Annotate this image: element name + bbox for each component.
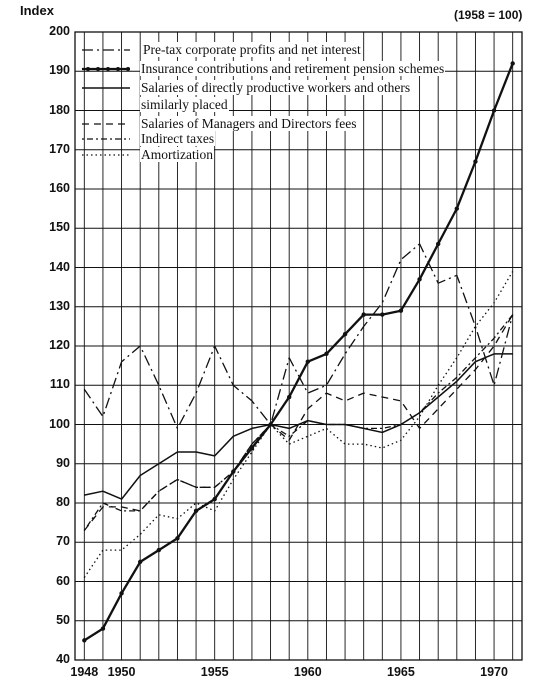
y-tick-label: 60 bbox=[56, 573, 70, 588]
series-2-point bbox=[324, 351, 329, 357]
series-line-2 bbox=[83, 62, 514, 642]
series-2-point bbox=[361, 312, 366, 317]
series-line-1 bbox=[83, 243, 514, 430]
y-tick-label: 70 bbox=[56, 534, 70, 549]
legend-swatch-dot bbox=[106, 67, 110, 71]
legend-entry-3: Salaries of directly productive workers … bbox=[140, 80, 412, 95]
series-2-point bbox=[491, 108, 497, 113]
legend-entry-5: Indirect taxes bbox=[140, 131, 216, 146]
series-lines bbox=[82, 61, 515, 643]
y-tick-label: 190 bbox=[49, 63, 70, 78]
y-tick-label: 170 bbox=[49, 141, 70, 156]
legend-swatch-dot bbox=[116, 67, 120, 71]
series-2-point bbox=[212, 496, 217, 502]
legend-entry-6: Amortization bbox=[140, 147, 214, 162]
series-2-point bbox=[156, 547, 162, 553]
y-tick-label: 120 bbox=[49, 338, 70, 352]
series-2-point bbox=[193, 508, 199, 514]
series-line-4 bbox=[83, 314, 514, 531]
base-year-note: (1958 = 100) bbox=[454, 8, 523, 22]
series-2-point bbox=[249, 445, 255, 451]
x-tick-label: 1950 bbox=[107, 665, 136, 679]
series-2-point bbox=[473, 159, 478, 164]
legend-swatch-dot bbox=[86, 67, 90, 71]
legend-entry-4: Salaries of Managers and Directors fees bbox=[140, 116, 358, 131]
legend-entry-3-continued: similarly placed bbox=[140, 97, 229, 112]
legend-swatches bbox=[82, 49, 130, 156]
y-tick-label: 160 bbox=[49, 181, 70, 195]
series-2-point bbox=[137, 559, 143, 565]
y-tick-label: 80 bbox=[56, 495, 70, 509]
series-2-point bbox=[82, 638, 87, 643]
series-2-point bbox=[380, 312, 385, 317]
legend-entry-2: Insurance contributions and retirement p… bbox=[140, 61, 446, 76]
x-tick-label: 1970 bbox=[480, 665, 508, 679]
series-2-point bbox=[286, 394, 292, 400]
series-2-point bbox=[342, 332, 348, 337]
y-axis-label: Index bbox=[20, 3, 54, 18]
series-line-6 bbox=[83, 271, 514, 578]
y-tick-label: 40 bbox=[56, 652, 70, 666]
series-2-point bbox=[435, 241, 441, 247]
series-2-point bbox=[398, 308, 404, 313]
x-tick-label: 1955 bbox=[200, 665, 229, 679]
series-2-point bbox=[510, 61, 515, 66]
x-tick-label: 1960 bbox=[293, 665, 322, 679]
y-tick-label: 90 bbox=[56, 455, 70, 470]
legend-swatch-dot bbox=[96, 67, 100, 71]
y-tick-label: 200 bbox=[49, 24, 70, 38]
y-tick-label: 50 bbox=[56, 612, 70, 627]
x-tick-label: 1948 bbox=[70, 665, 99, 679]
series-2-point bbox=[305, 359, 311, 364]
series-2-point bbox=[454, 206, 460, 211]
series-2-point bbox=[100, 626, 106, 631]
y-tick-label: 110 bbox=[49, 377, 70, 392]
series-2-point bbox=[175, 536, 180, 541]
y-tick-label: 180 bbox=[49, 102, 70, 117]
series-2-point bbox=[119, 591, 124, 596]
series-line-5 bbox=[83, 314, 514, 531]
y-tick-label: 150 bbox=[49, 220, 70, 235]
y-tick-label: 100 bbox=[49, 416, 70, 431]
gridlines bbox=[74, 31, 523, 661]
legend-swatch-dot bbox=[126, 67, 130, 71]
legend-entry-1: Pre-tax corporate profits and net intere… bbox=[142, 42, 362, 57]
series-2-point bbox=[417, 277, 422, 282]
y-tick-label: 140 bbox=[49, 259, 70, 274]
x-tick-label: 1965 bbox=[387, 665, 415, 679]
y-tick-label: 130 bbox=[49, 298, 70, 313]
